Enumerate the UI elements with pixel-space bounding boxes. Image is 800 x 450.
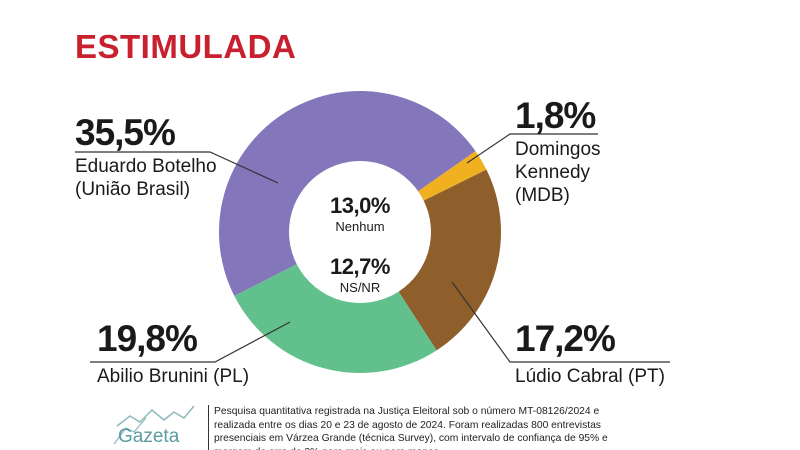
gazeta-logo: Gazeta — [118, 426, 180, 447]
name-brunini: Abilio Brunini (PL) — [97, 366, 250, 387]
donut-slice-3 — [234, 264, 437, 373]
gazeta-logo-mountain-icon — [113, 405, 195, 445]
leader-line-botelho — [75, 151, 279, 184]
center-pct-nsnr: 12,7% — [330, 254, 390, 279]
pct-botelho: 35,5% — [75, 112, 176, 153]
party-kennedy: (MDB) — [515, 185, 570, 206]
pct-brunini: 19,8% — [97, 318, 198, 359]
pct-cabral: 17,2% — [515, 318, 616, 359]
leader-line-brunini — [90, 321, 291, 363]
center-pct-nenhum: 13,0% — [330, 193, 390, 218]
donut-slice-2 — [398, 169, 501, 351]
leader-line-kennedy — [466, 133, 598, 164]
pct-kennedy: 1,8% — [515, 95, 596, 136]
donut-slice-0 — [219, 91, 476, 297]
leader-line-cabral — [451, 281, 670, 363]
methodology-note: Pesquisa quantitativa registrada na Just… — [208, 405, 624, 450]
donut-slice-1 — [418, 151, 487, 201]
name-botelho: Eduardo Botelho — [75, 156, 217, 177]
leader-lines — [75, 133, 670, 363]
name-kennedy-2: Kennedy — [515, 162, 591, 183]
party-botelho: (União Brasil) — [75, 179, 191, 200]
chart-title: ESTIMULADA — [75, 28, 297, 65]
name-cabral: Lúdio Cabral (PT) — [515, 366, 665, 387]
center-label-nsnr: NS/NR — [339, 280, 381, 295]
center-label-nenhum: Nenhum — [335, 219, 385, 234]
name-kennedy-1: Domingos — [515, 139, 601, 160]
